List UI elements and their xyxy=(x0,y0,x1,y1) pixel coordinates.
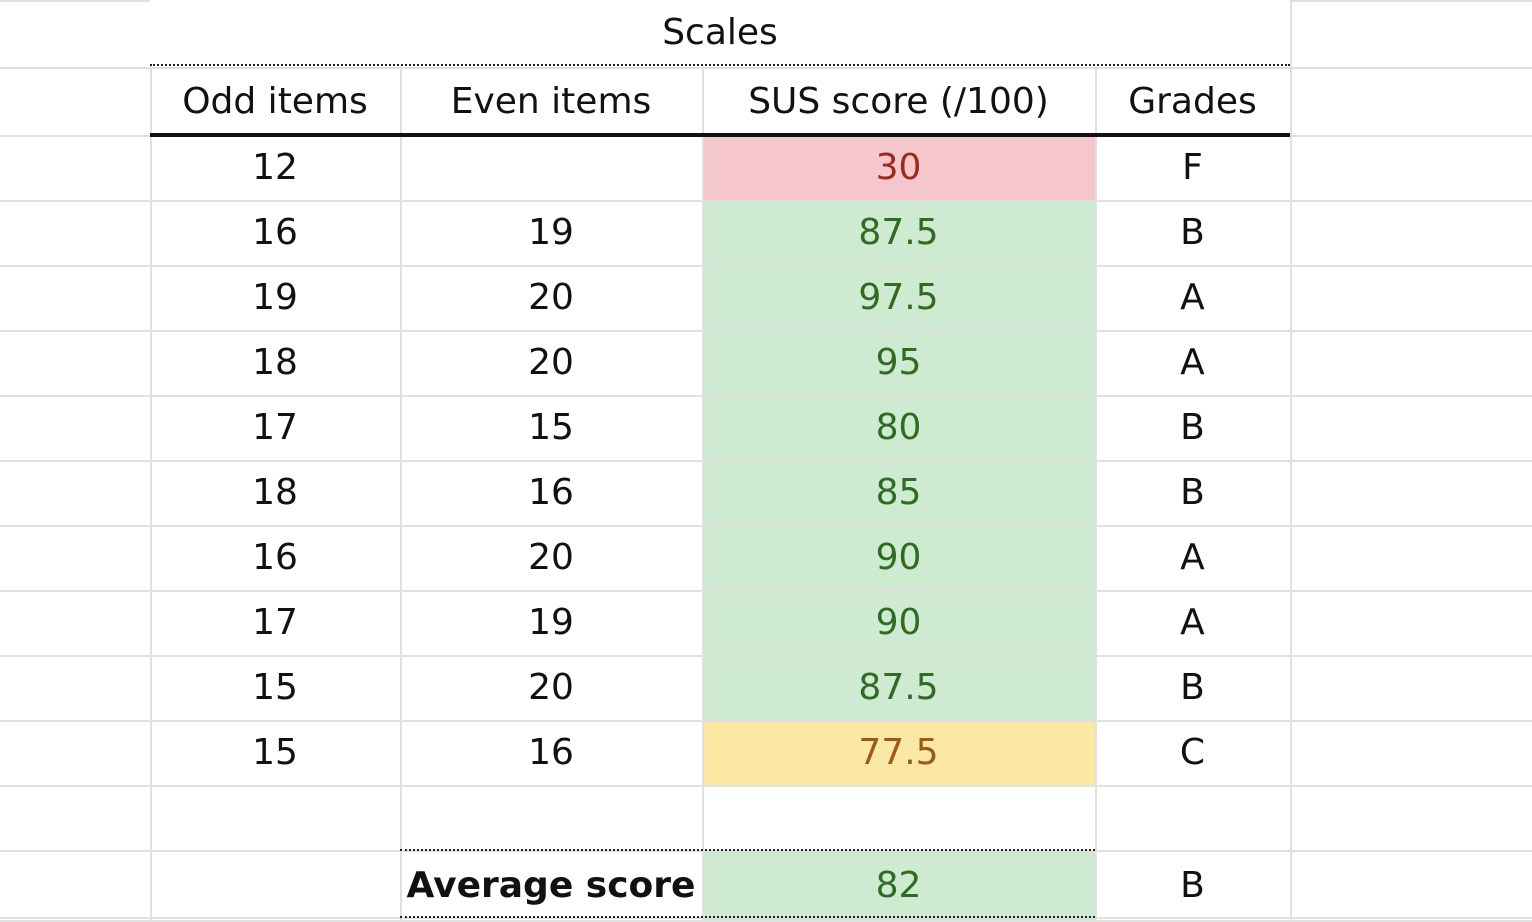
score-cell: 95 xyxy=(875,342,922,383)
grade-cell: C xyxy=(1179,732,1206,773)
even-cell: 16 xyxy=(528,732,574,773)
grid-line xyxy=(0,850,1532,852)
grade-cell: B xyxy=(1180,212,1205,253)
grade-cell: B xyxy=(1180,667,1205,708)
column-header: Odd items xyxy=(182,80,368,122)
odd-cell: 18 xyxy=(252,342,298,383)
average-grade: B xyxy=(1180,864,1205,906)
score-fill xyxy=(702,135,1095,200)
grid-line xyxy=(702,0,704,920)
score-fill xyxy=(702,720,1095,785)
even-cell: 19 xyxy=(528,212,574,253)
average-rule xyxy=(400,916,1095,918)
column-header: SUS score (/100) xyxy=(748,80,1049,122)
even-cell: 20 xyxy=(528,277,574,318)
grid-line xyxy=(0,67,1532,69)
even-cell: 19 xyxy=(528,602,574,643)
grid-line xyxy=(0,785,1532,787)
score-cell: 90 xyxy=(875,537,922,578)
grid-line xyxy=(0,917,1532,919)
score-fill xyxy=(702,395,1095,460)
score-cell: 87.5 xyxy=(858,667,939,708)
score-cell: 77.5 xyxy=(858,732,939,773)
grid-line xyxy=(0,395,1532,397)
grid-line xyxy=(0,720,1532,722)
grade-cell: B xyxy=(1180,407,1205,448)
score-fill xyxy=(702,850,1095,920)
score-cell: 85 xyxy=(875,472,922,513)
odd-cell: 12 xyxy=(252,147,298,188)
odd-cell: 16 xyxy=(252,537,298,578)
grade-cell: F xyxy=(1182,147,1203,188)
grid-line xyxy=(0,200,1532,202)
grid-line xyxy=(0,460,1532,462)
score-fill xyxy=(702,460,1095,525)
score-cell: 80 xyxy=(875,407,922,448)
score-cell: 30 xyxy=(875,147,922,188)
odd-cell: 15 xyxy=(252,667,298,708)
grid-line xyxy=(400,0,402,920)
grid-line xyxy=(0,525,1532,527)
odd-cell: 18 xyxy=(252,472,298,513)
grade-cell: B xyxy=(1180,472,1205,513)
score-cell: 87.5 xyxy=(858,212,939,253)
odd-cell: 17 xyxy=(252,602,298,643)
odd-cell: 15 xyxy=(252,732,298,773)
odd-cell: 16 xyxy=(252,212,298,253)
average-rule xyxy=(400,849,1095,851)
grid-line xyxy=(0,590,1532,592)
score-fill xyxy=(702,655,1095,720)
even-cell: 20 xyxy=(528,667,574,708)
score-fill xyxy=(702,200,1095,265)
grid-line xyxy=(0,265,1532,267)
grid-line xyxy=(1095,0,1097,920)
grid-line xyxy=(0,655,1532,657)
grade-cell: A xyxy=(1180,277,1205,318)
even-cell: 16 xyxy=(528,472,574,513)
even-cell: 15 xyxy=(528,407,574,448)
grid-line xyxy=(1290,0,1292,920)
grade-cell: A xyxy=(1180,342,1205,383)
odd-cell: 19 xyxy=(252,277,298,318)
even-cell: 20 xyxy=(528,342,574,383)
average-score: 82 xyxy=(875,864,922,906)
grid-line xyxy=(0,330,1532,332)
column-header: Grades xyxy=(1128,80,1257,122)
average-label: Average score xyxy=(406,864,696,906)
score-cell: 97.5 xyxy=(858,277,939,318)
even-cell: 20 xyxy=(528,537,574,578)
group-header: Scales xyxy=(150,0,1290,66)
grid-line xyxy=(150,0,152,920)
score-fill xyxy=(702,525,1095,590)
score-fill xyxy=(702,330,1095,395)
odd-cell: 17 xyxy=(252,407,298,448)
header-rule xyxy=(150,133,1290,137)
grade-cell: A xyxy=(1180,537,1205,578)
score-fill xyxy=(702,265,1095,330)
grade-cell: A xyxy=(1180,602,1205,643)
column-header: Even items xyxy=(450,80,652,122)
score-fill xyxy=(702,590,1095,655)
score-cell: 90 xyxy=(875,602,922,643)
